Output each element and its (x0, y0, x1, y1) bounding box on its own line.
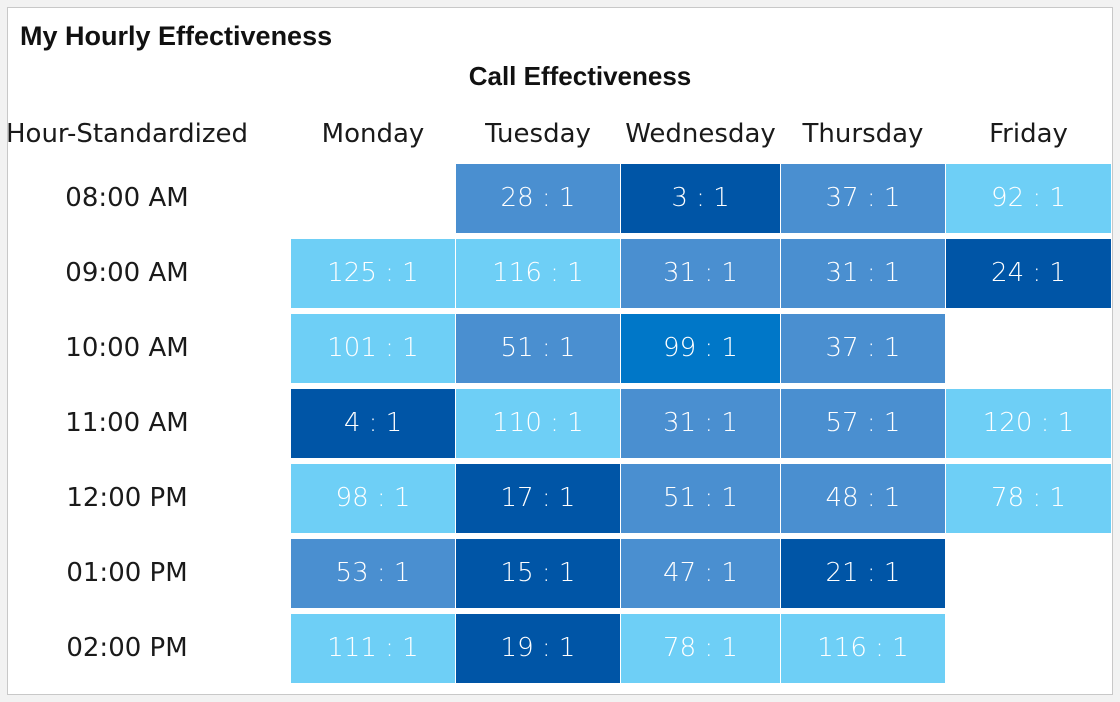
heatmap-cell: 78 : 1 (621, 614, 780, 683)
row-label: 02:00 PM (66, 633, 188, 663)
heatmap-cell: 21 : 1 (781, 539, 945, 608)
page-title: My Hourly Effectiveness (20, 21, 333, 51)
heatmap-cell: 57 : 1 (781, 389, 945, 458)
column-header: Tuesday (485, 119, 591, 149)
column-header: Thursday (802, 119, 924, 149)
heatmap-cell: 92 : 1 (946, 164, 1111, 233)
heatmap-cell: 116 : 1 (781, 614, 945, 683)
heatmap-cell: 31 : 1 (781, 239, 945, 308)
heatmap-cell: 111 : 1 (291, 614, 455, 683)
heatmap-cell: 110 : 1 (456, 389, 620, 458)
heatmap-cell: 24 : 1 (946, 239, 1111, 308)
heatmap-cell: 19 : 1 (456, 614, 620, 683)
heatmap-cell: 37 : 1 (781, 314, 945, 383)
column-header: Monday (321, 119, 425, 149)
heatmap-cell: 37 : 1 (781, 164, 945, 233)
heatmap-cell: 31 : 1 (621, 389, 780, 458)
heatmap-cell: 120 : 1 (946, 389, 1111, 458)
heatmap-cell: 17 : 1 (456, 464, 620, 533)
heatmap-cell: 116 : 1 (456, 239, 620, 308)
heatmap-cell: 4 : 1 (291, 389, 455, 458)
heatmap-cell: 78 : 1 (946, 464, 1111, 533)
heatmap-cell: 125 : 1 (291, 239, 455, 308)
heatmap-cell: 53 : 1 (291, 539, 455, 608)
row-axis-label: Hour-Standardized (6, 119, 248, 149)
row-label: 09:00 AM (65, 258, 189, 288)
heatmap-cell: 48 : 1 (781, 464, 945, 533)
row-label: 08:00 AM (65, 183, 189, 213)
heatmap-cell: 98 : 1 (291, 464, 455, 533)
row-label: 11:00 AM (65, 408, 189, 438)
heatmap-cell: 99 : 1 (621, 314, 780, 383)
row-label: 01:00 PM (66, 558, 188, 588)
row-label: 12:00 PM (66, 483, 188, 513)
heatmap-cell: 3 : 1 (621, 164, 780, 233)
chart-title: Call Effectiveness (468, 61, 692, 91)
heatmap-cell: 15 : 1 (456, 539, 620, 608)
column-header: Wednesday (625, 119, 776, 149)
heatmap-cell: 47 : 1 (621, 539, 780, 608)
heatmap-cell: 31 : 1 (621, 239, 780, 308)
row-label: 10:00 AM (65, 333, 189, 363)
heatmap-cell: 101 : 1 (291, 314, 455, 383)
column-header: Friday (989, 119, 1068, 149)
heatmap-cell: 28 : 1 (456, 164, 620, 233)
heatmap-cell: 51 : 1 (621, 464, 780, 533)
heatmap-cell: 51 : 1 (456, 314, 620, 383)
